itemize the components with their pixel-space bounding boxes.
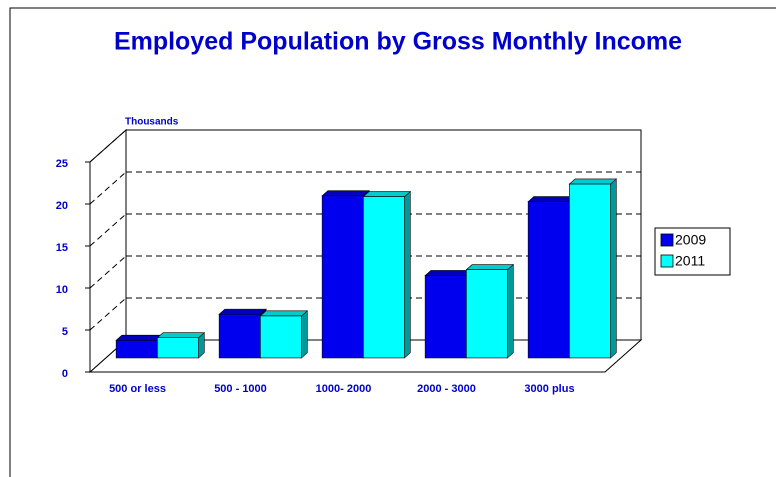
bar: [569, 183, 611, 359]
side-wall: [89, 128, 127, 374]
bar: [157, 337, 199, 359]
bar-top: [321, 190, 370, 197]
bar: [321, 195, 364, 359]
grid-line: [89, 171, 127, 205]
x-tick-label: 500 or less: [109, 383, 166, 395]
legend-label: 2009: [675, 232, 706, 248]
bar-top: [424, 270, 473, 276]
y-tick-label: 20: [56, 200, 68, 212]
bar-side: [404, 190, 411, 359]
bar-side: [610, 178, 617, 359]
bar-side: [507, 263, 514, 359]
y-tick-label: 5: [62, 326, 68, 338]
bar-top: [156, 332, 206, 339]
bar-top: [568, 178, 618, 185]
legend-swatch: [660, 254, 674, 268]
y-axis-label: Thousands: [125, 117, 179, 128]
bar-side: [301, 310, 308, 359]
grid-line: [89, 129, 127, 163]
bar: [363, 196, 405, 359]
chart-title: Employed Population by Gross Monthly Inc…: [114, 28, 682, 56]
legend-swatch: [660, 233, 674, 247]
bar-top: [259, 310, 309, 317]
bar-top: [362, 191, 412, 197]
x-tick-label: 1000- 2000: [316, 383, 372, 395]
grid-line: [89, 255, 127, 289]
bar: [424, 275, 467, 359]
bar: [218, 313, 261, 359]
grid-line: [89, 213, 127, 247]
bar-top: [115, 334, 164, 341]
y-tick-label: 15: [56, 242, 68, 254]
y-tick-label: 0: [62, 368, 68, 380]
grid-line: [89, 297, 127, 331]
y-tick-label: 10: [56, 284, 68, 296]
x-tick-label: 2000 - 3000: [417, 383, 476, 395]
bar-top: [218, 308, 267, 315]
bar: [466, 269, 508, 359]
bar: [527, 201, 570, 359]
bar: [260, 315, 302, 359]
legend-label: 2011: [675, 253, 705, 269]
bar-top: [465, 264, 515, 271]
y-tick-label: 25: [56, 158, 68, 170]
bar-top: [527, 196, 576, 202]
x-tick-label: 3000 plus: [524, 383, 574, 395]
x-tick-label: 500 - 1000: [214, 383, 267, 395]
bar: [115, 339, 158, 359]
